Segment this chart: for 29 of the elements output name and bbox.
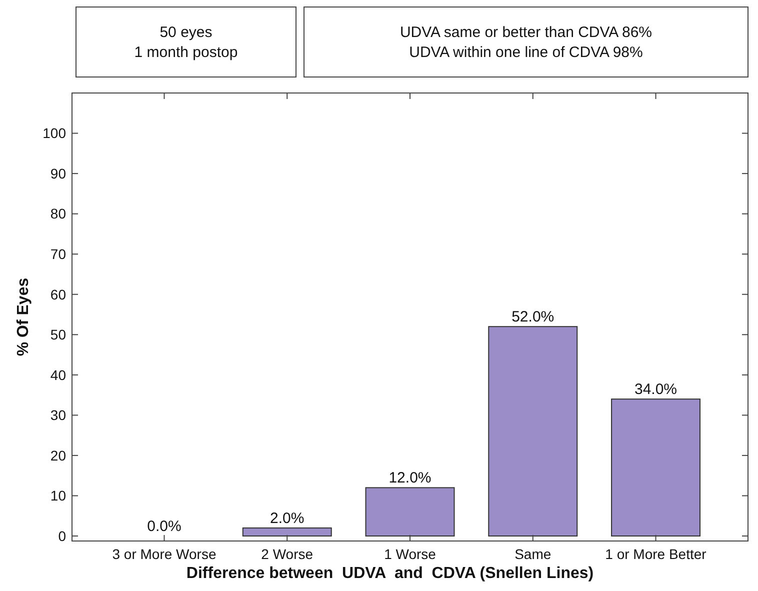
data-label: 52.0% bbox=[512, 308, 554, 326]
y-tick-label: 90 bbox=[50, 165, 66, 182]
x-tick-label: 1 Worse bbox=[384, 546, 436, 562]
data-label: 2.0% bbox=[270, 510, 304, 527]
bar bbox=[365, 487, 455, 536]
x-tick-label: 3 or More Worse bbox=[112, 546, 216, 562]
x-tick-label: 2 Worse bbox=[261, 546, 314, 562]
bar bbox=[242, 527, 332, 536]
y-tick-label: 50 bbox=[50, 326, 66, 343]
bar bbox=[611, 398, 700, 536]
text: 50 eyes 1 month postop bbox=[134, 24, 238, 61]
y-tick-label: 60 bbox=[50, 286, 66, 302]
text: UDVA same or better than CDVA 86% UDVA within one line of CDVA 98% bbox=[400, 24, 652, 61]
y-tick-label: 100 bbox=[42, 125, 66, 142]
y-axis-title: % Of Eyes bbox=[15, 278, 32, 356]
bar bbox=[488, 326, 578, 536]
y-tick-label: 10 bbox=[50, 488, 66, 504]
x-tick-label: 1 or More Better bbox=[605, 546, 707, 562]
y-tick-label: 30 bbox=[50, 407, 66, 424]
data-label: 12.0% bbox=[388, 470, 432, 487]
x-axis-title: Difference between UDVA and CDVA (Snellen Lines) bbox=[186, 565, 594, 582]
y-tick-label: 0 bbox=[58, 528, 66, 544]
y-tick-label: 80 bbox=[50, 206, 66, 222]
y-tick-label: 70 bbox=[50, 246, 66, 262]
y-tick-label: 20 bbox=[50, 447, 66, 464]
y-tick-label: 40 bbox=[50, 366, 66, 383]
data-label: 0.0% bbox=[147, 518, 182, 535]
x-tick-label: Same bbox=[514, 546, 552, 562]
data-label: 34.0% bbox=[634, 381, 678, 398]
